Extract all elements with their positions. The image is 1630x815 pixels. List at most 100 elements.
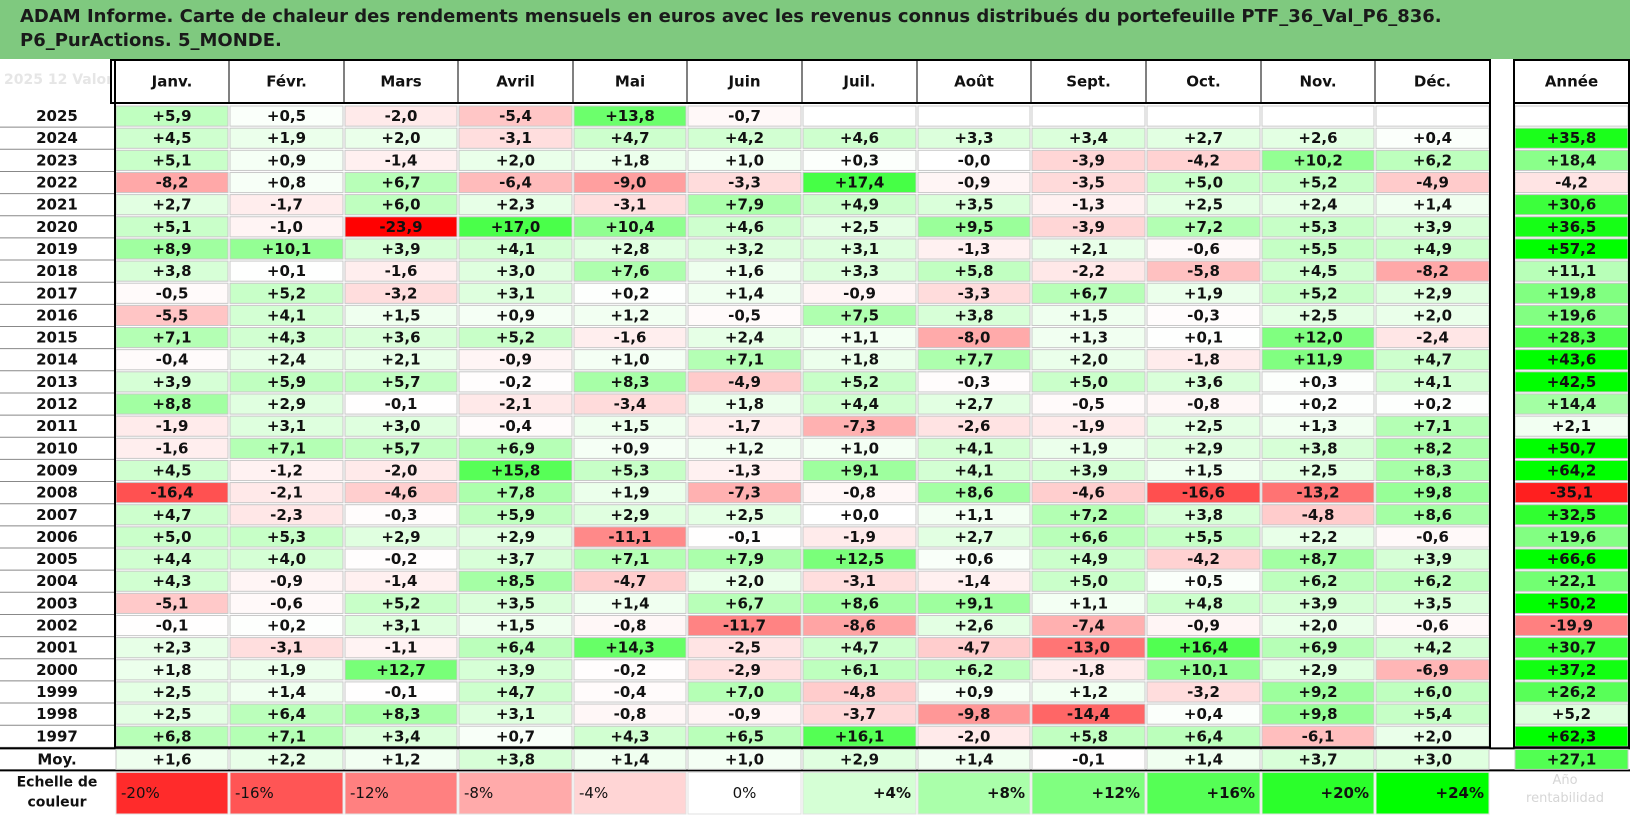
- heatmap-cell: [458, 659, 573, 681]
- heatmap-cell: [344, 659, 458, 681]
- cell-value: +4,6: [725, 218, 764, 236]
- average-value: +2,2: [267, 750, 306, 768]
- annual-value: +43,6: [1547, 351, 1597, 369]
- month-header: Juin: [727, 73, 760, 91]
- heatmap-cell: [458, 415, 573, 437]
- cell-value: +6,2: [1298, 572, 1337, 590]
- cell-value: -8,2: [156, 174, 189, 192]
- cell-value: +0,2: [1298, 395, 1337, 413]
- heatmap-cell: [1031, 127, 1146, 149]
- cell-value: -0,0: [958, 151, 991, 169]
- cell-value: -2,1: [499, 395, 532, 413]
- heatmap-cell: [458, 393, 573, 415]
- scale-swatch: [344, 771, 458, 815]
- cell-value: +3,0: [381, 417, 420, 435]
- heatmap-cell: [1031, 614, 1146, 637]
- cell-value: +3,8: [954, 306, 993, 324]
- heatmap-cell: [802, 504, 917, 526]
- scale-value: +4%: [873, 784, 911, 802]
- heatmap-cell: [687, 105, 802, 127]
- heatmap-cell: [1031, 349, 1146, 371]
- cell-value: +2,3: [152, 639, 191, 657]
- scale-value: -8%: [464, 784, 493, 802]
- heatmap-cell: [687, 459, 802, 482]
- heatmap-cell: [1031, 171, 1146, 194]
- heatmap-cell: [802, 570, 917, 592]
- heatmap-cell: [1146, 105, 1261, 127]
- cell-value: +3,9: [1413, 550, 1452, 568]
- cell-value: +2,3: [496, 196, 535, 214]
- cell-value: +7,1: [267, 727, 306, 745]
- heatmap-cell: [1375, 105, 1490, 127]
- heatmap-cell: [458, 327, 573, 349]
- average-cell: [1146, 748, 1261, 770]
- heatmap-cell: [1031, 592, 1146, 614]
- scale-swatch: [115, 771, 229, 815]
- heatmap-cell: [344, 459, 458, 482]
- cell-value: +4,5: [152, 129, 191, 147]
- cell-value: +4,3: [610, 727, 649, 745]
- cell-value: +5,9: [496, 506, 535, 524]
- cell-value: +4,2: [1413, 639, 1452, 657]
- cell-value: +2,0: [1413, 306, 1452, 324]
- heatmap-cell: [458, 548, 573, 570]
- heatmap-cell: [344, 327, 458, 349]
- heatmap-cell: [687, 681, 802, 703]
- cell-value: -1,3: [1072, 196, 1105, 214]
- cell-value: +4,3: [267, 329, 306, 347]
- cell-value: +0,4: [1413, 129, 1452, 147]
- average-cell: [1031, 748, 1146, 770]
- cell-value: +4,1: [496, 240, 535, 258]
- cell-value: +8,3: [1413, 461, 1452, 479]
- heatmap-cell: [1146, 592, 1261, 614]
- heatmap-cell: [344, 548, 458, 570]
- heatmap-cell: [1031, 637, 1146, 659]
- heatmap-cell: [573, 105, 687, 127]
- heatmap-cell: [344, 504, 458, 526]
- cell-value: +3,4: [381, 727, 420, 745]
- heatmap-cell: [229, 548, 344, 570]
- heatmap-cell: [458, 437, 573, 459]
- cell-value: +7,1: [610, 550, 649, 568]
- heatmap-cell: [1261, 548, 1375, 570]
- annual-value: -4,2: [1555, 174, 1588, 192]
- cell-value: +4,1: [1413, 373, 1452, 391]
- cell-value: -1,6: [385, 262, 418, 280]
- cell-value: -3,4: [614, 395, 647, 413]
- cell-value: +2,7: [954, 528, 993, 546]
- cell-value: -1,9: [843, 528, 876, 546]
- average-value: +1,4: [1184, 750, 1223, 768]
- cell-value: +10,1: [1179, 661, 1229, 679]
- average-value: -0,1: [1072, 750, 1105, 768]
- annual-value: +14,4: [1547, 395, 1597, 413]
- cell-value: +0,5: [1184, 572, 1223, 590]
- heatmap-cell: [1146, 171, 1261, 194]
- annual-header: Année: [1545, 73, 1598, 91]
- heatmap-cell: [687, 260, 802, 282]
- heatmap-cell: [1146, 614, 1261, 637]
- average-cell: [229, 748, 344, 770]
- heatmap-cell: [573, 482, 687, 504]
- cell-value: -0,1: [156, 617, 189, 635]
- cell-value: +5,2: [496, 329, 535, 347]
- cell-value: +6,2: [1413, 151, 1452, 169]
- cell-value: +2,2: [1298, 528, 1337, 546]
- scale-label: Echelle de: [17, 774, 98, 790]
- heatmap-cell: [802, 482, 917, 504]
- cell-value: +4,1: [954, 439, 993, 457]
- heatmap-cell: [573, 637, 687, 659]
- average-label: Moy.: [37, 750, 76, 768]
- cell-value: -1,7: [728, 417, 761, 435]
- heatmap-cell: [458, 482, 573, 504]
- heatmap-cell: [1146, 282, 1261, 304]
- scale-label: couleur: [27, 794, 86, 810]
- heatmap-cell: [573, 304, 687, 327]
- heatmap-cell: [1146, 703, 1261, 725]
- year-label: 2022: [36, 174, 78, 192]
- cell-value: +1,0: [610, 351, 649, 369]
- cell-value: -5,4: [499, 107, 532, 125]
- cell-value: +2,0: [496, 151, 535, 169]
- heatmap-cell: [1146, 482, 1261, 504]
- heatmap-cell: [458, 614, 573, 637]
- cell-value: -1,7: [270, 196, 303, 214]
